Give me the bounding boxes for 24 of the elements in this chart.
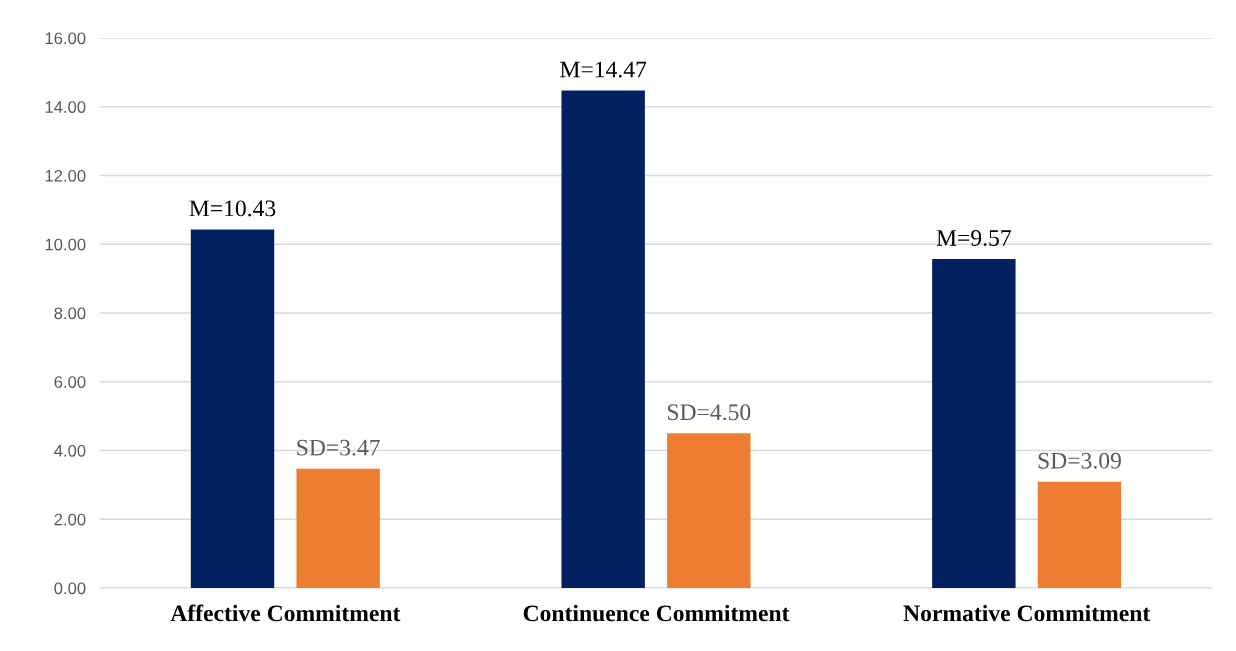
bar [932, 259, 1016, 588]
data-label: M=14.47 [560, 61, 647, 78]
data-label: M=10.43 [189, 200, 276, 217]
x-tick-label: Continuence Commitment [523, 604, 790, 622]
bar [190, 229, 275, 588]
y-tick-label: 14.00 [45, 101, 86, 113]
data-label: SD=3.09 [1038, 452, 1121, 469]
y-tick-label: 10.00 [45, 238, 86, 251]
x-tick-label: Affective Commitment [170, 604, 401, 622]
y-tick-label: 2.00 [54, 513, 86, 526]
bar [667, 433, 751, 588]
data-label: SD=4.50 [667, 404, 751, 421]
bar [1037, 481, 1122, 588]
data-label: SD=3.47 [297, 439, 380, 456]
y-tick-label: 0.00 [54, 582, 86, 595]
bar [561, 90, 645, 588]
y-tick-label: 8.00 [54, 307, 86, 320]
x-tick-label: Normative Commitment [903, 604, 1151, 622]
y-tick-label: 6.00 [54, 376, 86, 388]
data-label: M=9.57 [936, 230, 1011, 247]
y-tick-label: 12.00 [45, 169, 86, 182]
y-tick-label: 4.00 [54, 444, 86, 457]
y-tick-label: 16.00 [45, 32, 86, 45]
bar [296, 468, 380, 588]
